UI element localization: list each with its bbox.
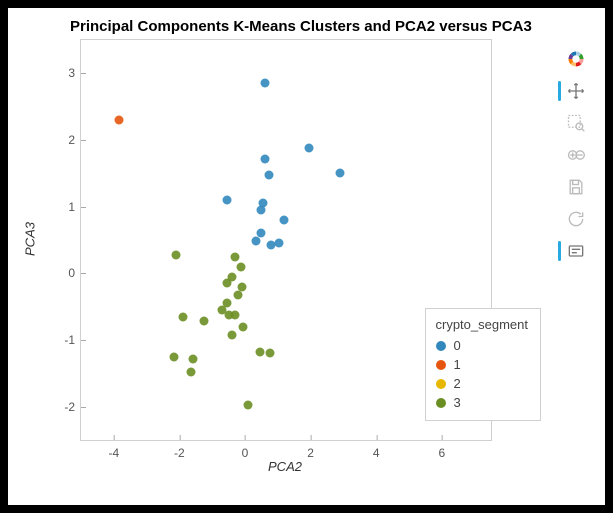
scatter-point[interactable] (252, 237, 261, 246)
y-tick: -1 (64, 333, 81, 347)
scatter-point[interactable] (255, 348, 264, 357)
save-tool-icon[interactable] (564, 175, 588, 199)
legend-swatch (436, 398, 446, 408)
legend-swatch (436, 379, 446, 389)
scatter-point[interactable] (231, 252, 240, 261)
scatter-point[interactable] (172, 250, 181, 259)
x-tick: -2 (174, 440, 185, 460)
scatter-point[interactable] (234, 291, 243, 300)
scatter-point[interactable] (304, 144, 313, 153)
scatter-point[interactable] (224, 310, 233, 319)
scatter-point[interactable] (336, 169, 345, 178)
legend-label: 1 (454, 357, 461, 372)
scatter-point[interactable] (114, 116, 123, 125)
plot-wrap: PCA3 PCA2 -4-20246-2-10123 crypto_segmen… (20, 39, 593, 469)
x-tick: -4 (108, 440, 119, 460)
legend-title: crypto_segment (436, 317, 529, 332)
toolbar (561, 47, 591, 263)
legend-item[interactable]: 3 (436, 393, 529, 412)
legend-swatch (436, 341, 446, 351)
x-tick: 4 (373, 440, 380, 460)
scatter-point[interactable] (275, 239, 284, 248)
pan-tool-icon[interactable] (564, 79, 588, 103)
scatter-point[interactable] (186, 368, 195, 377)
scatter-point[interactable] (200, 317, 209, 326)
reset-tool-icon[interactable] (564, 207, 588, 231)
scatter-point[interactable] (188, 354, 197, 363)
scatter-point[interactable] (265, 349, 274, 358)
legend-label: 3 (454, 395, 461, 410)
scatter-point[interactable] (260, 154, 269, 163)
scatter-point[interactable] (260, 79, 269, 88)
x-tick: 0 (242, 440, 249, 460)
y-tick: 1 (68, 200, 81, 214)
x-axis-label: PCA2 (268, 459, 302, 474)
y-tick: 0 (68, 266, 81, 280)
legend: crypto_segment 0 1 2 3 (425, 308, 542, 421)
scatter-point[interactable] (237, 262, 246, 271)
box-zoom-tool-icon[interactable] (564, 111, 588, 135)
legend-item[interactable]: 1 (436, 355, 529, 374)
scatter-point[interactable] (237, 282, 246, 291)
scatter-point[interactable] (244, 401, 253, 410)
scatter-point[interactable] (170, 352, 179, 361)
scatter-point[interactable] (222, 196, 231, 205)
scatter-point[interactable] (239, 322, 248, 331)
legend-swatch (436, 360, 446, 370)
x-tick: 2 (307, 440, 314, 460)
legend-label: 2 (454, 376, 461, 391)
bokeh-logo-icon[interactable] (564, 47, 588, 71)
scatter-point[interactable] (178, 312, 187, 321)
y-axis-label: PCA3 (23, 222, 38, 256)
hover-tool-icon[interactable] (564, 239, 588, 263)
chart-title: Principal Components K-Means Clusters an… (20, 18, 593, 35)
scatter-point[interactable] (259, 199, 268, 208)
y-tick: 3 (68, 66, 81, 80)
scatter-point[interactable] (222, 279, 231, 288)
y-tick: -2 (64, 400, 81, 414)
legend-item[interactable]: 2 (436, 374, 529, 393)
scatter-point[interactable] (280, 216, 289, 225)
legend-item[interactable]: 0 (436, 336, 529, 355)
legend-label: 0 (454, 338, 461, 353)
figure-frame: Principal Components K-Means Clusters an… (0, 0, 613, 513)
y-tick: 2 (68, 133, 81, 147)
wheel-zoom-tool-icon[interactable] (564, 143, 588, 167)
x-tick: 6 (438, 440, 445, 460)
scatter-point[interactable] (264, 170, 273, 179)
scatter-point[interactable] (227, 330, 236, 339)
